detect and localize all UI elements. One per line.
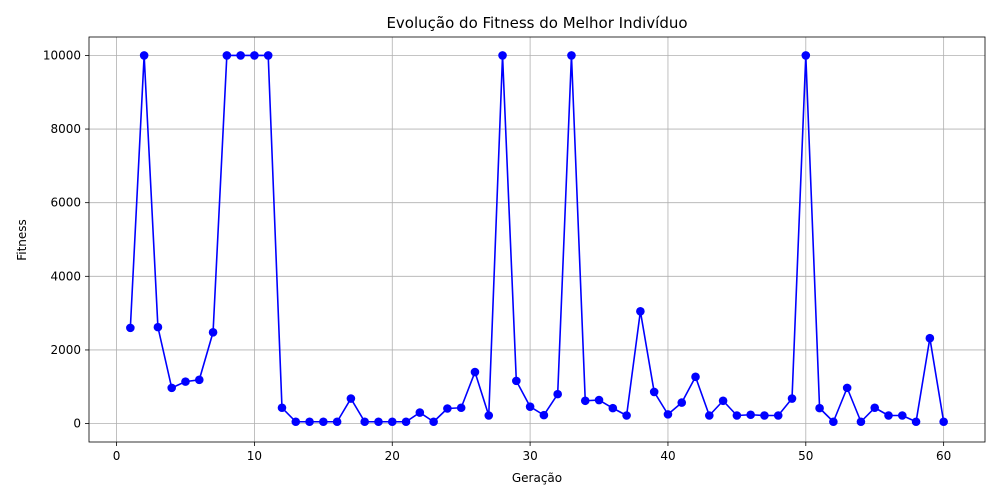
data-point: [939, 417, 948, 427]
data-point: [580, 396, 590, 406]
y-axis: 0 2000 4000 6000 8000 10000: [43, 48, 89, 431]
data-point: [387, 417, 397, 427]
data-point: [925, 333, 935, 343]
data-point: [126, 323, 135, 333]
data-point: [525, 402, 535, 411]
data-point: [153, 322, 163, 332]
data-point: [415, 408, 425, 417]
data-point: [663, 410, 673, 419]
data-point: [443, 404, 452, 413]
data-point: [332, 417, 342, 427]
data-point: [636, 306, 645, 316]
data-point: [677, 398, 687, 407]
x-axis: 0 10 20 30 40 50 60: [113, 442, 951, 463]
data-point: [250, 51, 259, 60]
data-point: [870, 403, 880, 413]
data-point: [746, 410, 755, 420]
data-point: [649, 387, 659, 397]
data-point: [456, 403, 466, 413]
data-point: [167, 383, 177, 393]
data-point: [815, 403, 824, 413]
data-point: [553, 389, 562, 399]
data-point: [181, 377, 190, 386]
y-tick-label: 2000: [50, 343, 81, 357]
series-layer: [126, 51, 948, 427]
x-tick-label: 40: [660, 449, 675, 463]
data-point: [319, 417, 328, 427]
x-tick-label: 50: [798, 449, 813, 463]
data-point: [139, 51, 149, 60]
x-tick-label: 30: [522, 449, 537, 463]
y-tick-label: 0: [73, 417, 81, 431]
data-point: [429, 417, 438, 427]
data-point: [484, 411, 494, 420]
data-point: [360, 417, 369, 427]
data-point: [263, 51, 273, 60]
data-point: [208, 327, 218, 337]
data-point: [829, 417, 838, 427]
data-point: [691, 372, 700, 382]
grid: [89, 37, 985, 442]
data-point: [842, 383, 852, 393]
data-point: [787, 394, 797, 403]
data-point: [856, 417, 866, 427]
data-point: [608, 403, 618, 413]
data-point: [305, 417, 314, 427]
data-point: [401, 417, 411, 427]
data-point: [801, 51, 811, 60]
y-tick-label: 10000: [43, 48, 81, 62]
data-point: [222, 51, 232, 60]
data-point: [512, 376, 521, 386]
y-tick-label: 4000: [50, 269, 81, 283]
data-point: [911, 417, 921, 427]
data-point: [884, 411, 893, 420]
data-point: [773, 411, 783, 420]
x-tick-label: 10: [247, 449, 262, 463]
data-point: [236, 51, 245, 60]
data-point: [498, 51, 507, 60]
data-point: [291, 417, 301, 427]
data-point: [897, 411, 907, 420]
data-point: [594, 395, 604, 405]
data-point: [374, 417, 383, 427]
data-point: [539, 410, 549, 420]
data-point: [705, 411, 714, 420]
data-point: [277, 403, 287, 413]
x-tick-label: 60: [936, 449, 951, 463]
x-tick-label: 0: [113, 449, 121, 463]
data-point: [732, 411, 742, 420]
x-axis-label: Geração: [512, 471, 562, 485]
data-point: [346, 394, 356, 403]
data-point: [470, 367, 480, 377]
x-tick-label: 20: [385, 449, 400, 463]
data-point: [760, 411, 769, 420]
data-point: [622, 411, 631, 420]
y-tick-label: 8000: [50, 122, 81, 136]
chart-title: Evolução do Fitness do Melhor Indivíduo: [386, 14, 687, 32]
data-point: [718, 396, 728, 406]
y-axis-label: Fitness: [15, 219, 29, 261]
data-point: [194, 375, 204, 385]
plot-frame: [88, 36, 986, 443]
y-tick-label: 6000: [50, 196, 81, 210]
data-point: [567, 51, 576, 60]
